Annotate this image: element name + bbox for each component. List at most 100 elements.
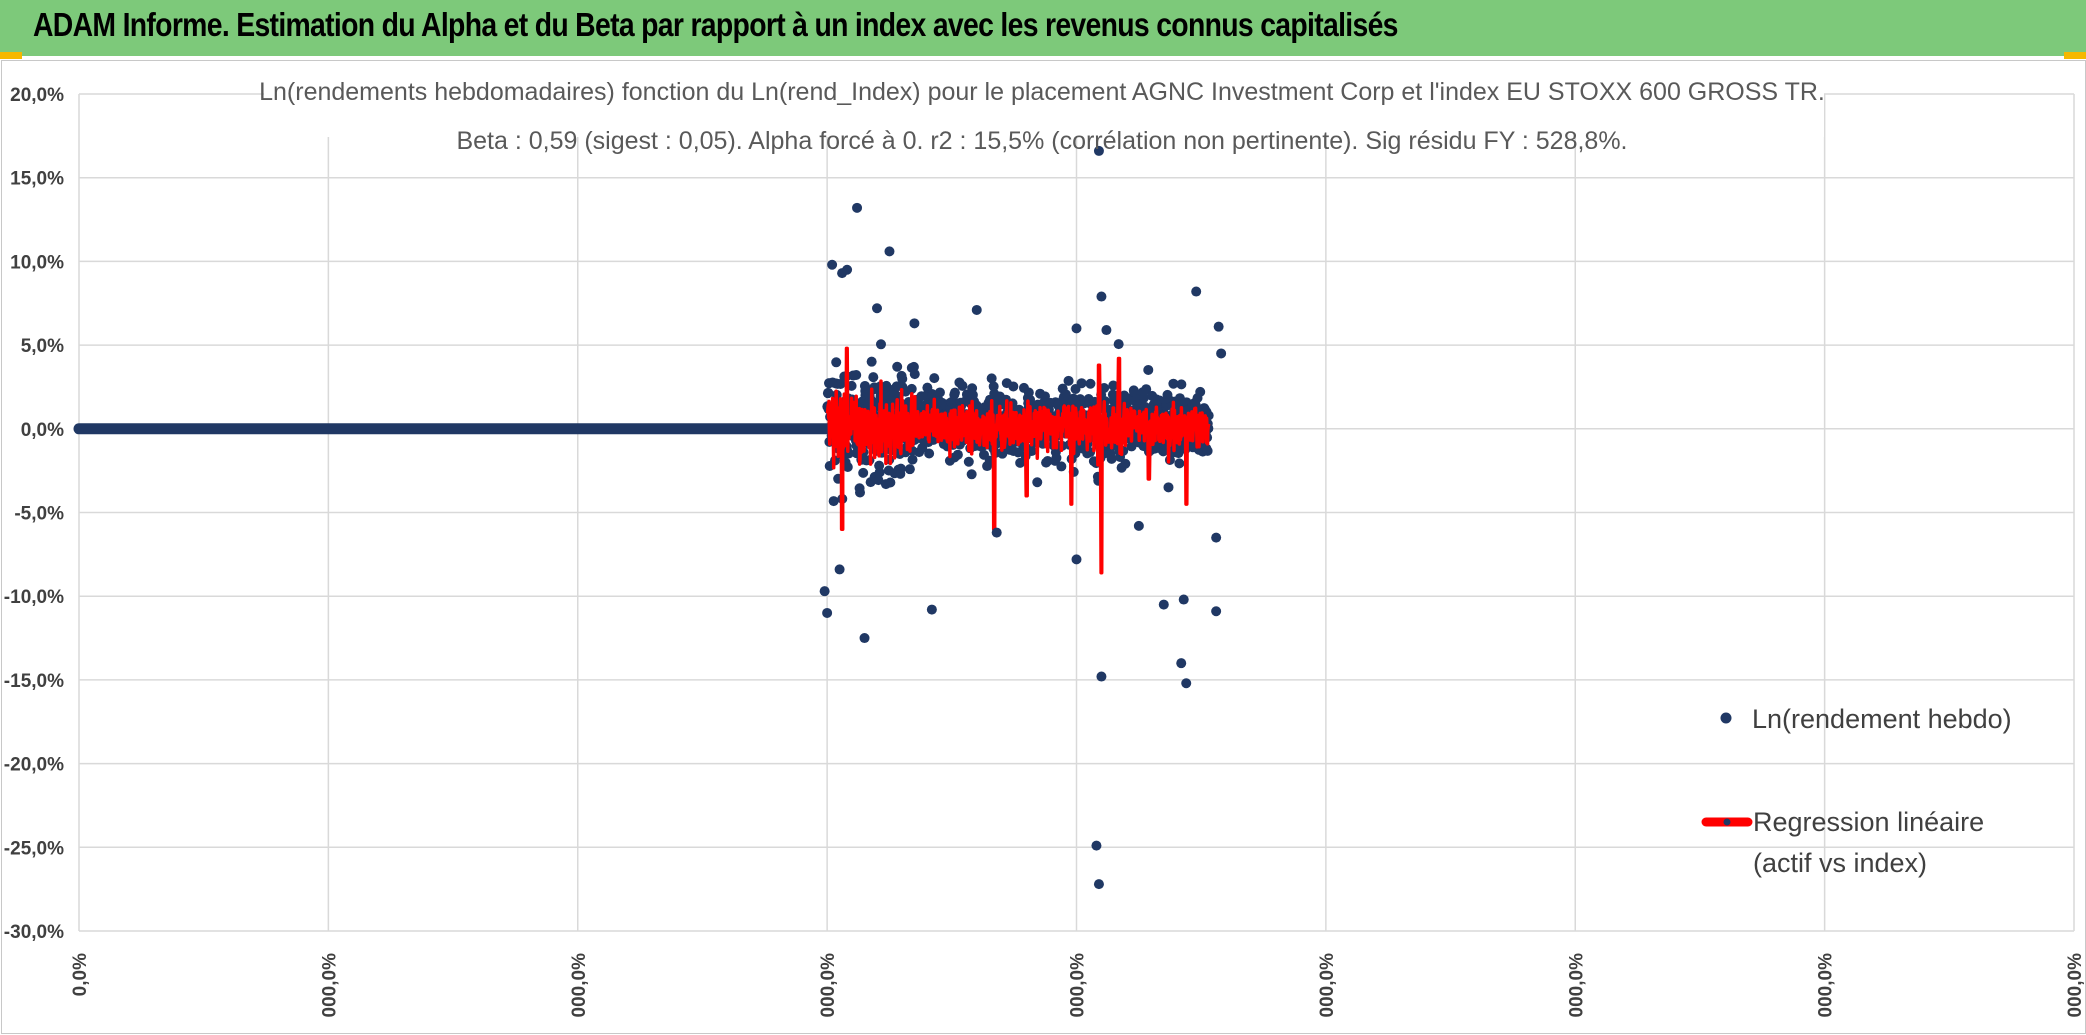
y-tick-label: 5,0% (21, 336, 64, 357)
y-tick-label: 15,0% (10, 169, 64, 190)
x-tick-label: 0,0% (70, 953, 91, 996)
scatter-point (1120, 458, 1131, 469)
outlier-point (1213, 321, 1224, 332)
scatter-point (895, 463, 906, 474)
legend-regression-label: Regression linéaire (1753, 807, 1984, 837)
scatter-point (952, 449, 963, 460)
x-tick-label: 000,0% (818, 953, 839, 1018)
outlier-point (1191, 286, 1202, 297)
y-tick-label: -25,0% (4, 838, 64, 859)
outlier-point (1178, 594, 1189, 605)
outlier-point (1181, 678, 1192, 689)
scatter-point (988, 381, 999, 392)
chart-area: Ln(rendements hebdomadaires) fonction du… (1, 60, 2086, 1034)
legend-scatter-label: Ln(rendement hebdo) (1752, 704, 2012, 734)
x-tick-label: 000,0% (1816, 953, 1837, 1018)
scatter-point (957, 380, 968, 391)
scatter-point (1015, 457, 1026, 468)
outlier-point (1071, 554, 1082, 565)
scatter-point (874, 467, 885, 478)
title-background (264, 65, 1824, 137)
scatter-point (924, 448, 935, 459)
scatter-point (866, 356, 877, 367)
scatter-point (1195, 386, 1206, 397)
scatter-point (1141, 384, 1152, 395)
outlier-point (1091, 840, 1102, 851)
x-axis-ticks: 0,0% 000,0% 000,0% 000,0% 000,0% 000,0% 000,0%… (70, 953, 2085, 1018)
scatter-point (1008, 381, 1019, 392)
y-tick-label: -15,0% (4, 671, 64, 692)
y-tick-label: 10,0% (10, 252, 64, 273)
regression-line (825, 346, 1211, 575)
outlier-point (926, 604, 937, 615)
outlier-point (1211, 606, 1222, 617)
scatter-point (875, 339, 886, 350)
scatter-point (929, 373, 940, 384)
outlier-point (1158, 599, 1169, 610)
scatter-point (828, 496, 839, 507)
scatter-point (1113, 339, 1124, 350)
scatter-point (1163, 482, 1174, 493)
legend: Ln(rendement hebdo) Regression linéaire … (1701, 704, 2012, 878)
outlier-point (872, 303, 882, 314)
scatter-point (1039, 391, 1050, 402)
y-tick-label: -20,0% (4, 755, 64, 776)
x-tick-label: 000,0% (1566, 953, 1587, 1018)
outlier-point (842, 264, 853, 275)
outlier-point (827, 259, 838, 270)
scatter-point (892, 361, 903, 372)
scatter-point (823, 387, 834, 398)
scatter-point (986, 373, 997, 384)
scatter-point (858, 467, 869, 478)
scatter-point (835, 378, 846, 389)
y-tick-label: -10,0% (4, 587, 64, 608)
scatter-point (1042, 455, 1053, 466)
scatter-chart: Ln(rendements hebdomadaires) fonction du… (4, 65, 2085, 1018)
scatter-point (949, 387, 960, 398)
page-title: ADAM Informe. Estimation du Alpha et du … (33, 6, 1398, 43)
outlier-point (834, 564, 845, 575)
scatter-point (934, 387, 945, 398)
scatter-point (909, 369, 920, 380)
outlier-point (971, 304, 982, 315)
outlier-point (1096, 291, 1107, 302)
scatter-point (1013, 447, 1024, 458)
legend-regression-label-2: (actif vs index) (1753, 848, 1927, 878)
y-tick-label: 20,0% (10, 85, 64, 106)
scatter-point (966, 469, 977, 480)
scatter-point (1032, 477, 1043, 488)
outlier-point (1133, 520, 1144, 531)
scatter-point (1138, 392, 1149, 403)
outlier-point (1071, 323, 1082, 334)
scatter-point (831, 357, 842, 368)
y-tick-label: 0,0% (21, 420, 64, 441)
scatter-point (904, 464, 915, 475)
scatter-point (851, 370, 862, 381)
x-tick-label: 000,0% (319, 953, 340, 1018)
scatter-point (842, 462, 853, 473)
scatter-point (1158, 446, 1169, 457)
scatter-point (1099, 383, 1110, 394)
scatter-point (897, 373, 908, 384)
chart-title-line1: Ln(rendements hebdomadaires) fonction du… (259, 78, 1825, 106)
scatter-point (855, 487, 866, 498)
y-tick-label: -30,0% (4, 922, 64, 943)
header-bar: ADAM Informe. Estimation du Alpha et du … (0, 0, 2086, 56)
scatter-point (1143, 364, 1154, 375)
x-tick-label: 000,0% (569, 953, 590, 1018)
corner-marker-right (2064, 52, 2086, 59)
x-tick-label: 000,0% (2065, 953, 2085, 1018)
outlier-point (1216, 348, 1227, 359)
outlier-point (859, 633, 870, 644)
regression-series (825, 346, 1211, 575)
outlier-point (1211, 532, 1222, 543)
scatter-point (907, 454, 918, 465)
y-tick-label: -5,0% (14, 504, 64, 525)
scatter-point (906, 383, 917, 394)
scatter-point (873, 475, 884, 486)
scatter-point (1076, 378, 1087, 389)
legend-regression-marker (1723, 818, 1731, 826)
scatter-point (885, 477, 896, 488)
scatter-point (1026, 446, 1037, 457)
outlier-point (1176, 658, 1187, 669)
